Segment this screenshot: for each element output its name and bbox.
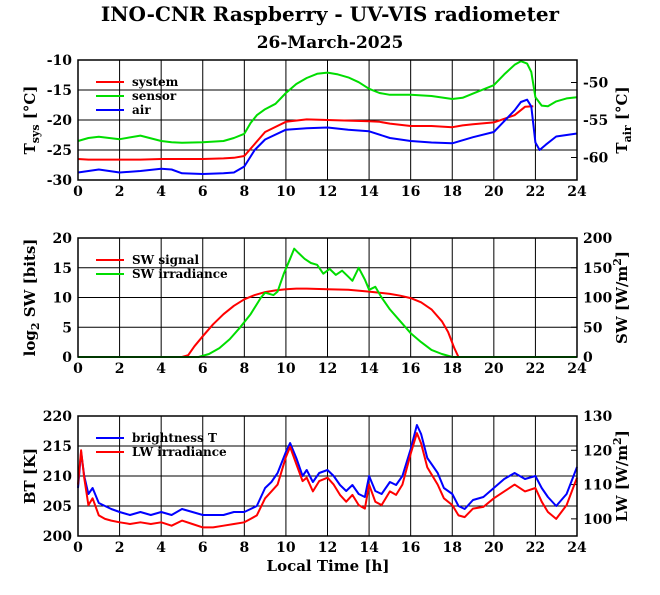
series-line-air	[77, 98, 578, 175]
x-tick-label: 8	[239, 184, 249, 200]
y-tick-label: 10	[53, 291, 73, 307]
y-axis-label: log2 SW [bits]	[21, 239, 42, 357]
y-axis-label: BT [K]	[21, 448, 39, 504]
x-tick-label: 16	[401, 540, 420, 556]
x-tick-label: 0	[73, 184, 83, 200]
y2-tick-label: -60	[583, 151, 609, 167]
x-tick-label: 14	[359, 361, 379, 377]
series-line-lw-irradiance	[77, 432, 578, 529]
y2-tick-label: 120	[583, 443, 612, 459]
y2-tick-label: -50	[583, 76, 609, 92]
y-tick-label: 215	[43, 439, 72, 455]
x-tick-label: 18	[443, 540, 462, 556]
plot-frame	[77, 237, 578, 358]
x-tick-label: 10	[276, 184, 296, 200]
series-line-sensor	[77, 60, 578, 144]
y-tick-label: 5	[62, 320, 72, 336]
x-tick-label: 20	[484, 361, 504, 377]
y2-tick-label: 50	[583, 320, 603, 336]
x-tick-label: 14	[359, 540, 379, 556]
x-tick-label: 10	[276, 540, 296, 556]
x-tick-label: 2	[115, 361, 125, 377]
y-tick-label: 205	[43, 499, 72, 515]
y2-axis-label: Tair [°C]	[613, 86, 634, 153]
x-tick-label: 20	[484, 184, 504, 200]
legend-entry: LW irradiance	[132, 445, 227, 459]
x-tick-label: 22	[526, 184, 545, 200]
x-tick-label: 22	[526, 361, 545, 377]
y2-tick-label: 100	[583, 291, 612, 307]
x-tick-label: 22	[526, 540, 545, 556]
y-tick-label: 20	[53, 231, 73, 247]
panel-shortwave: 0 2 4 6 8 10 12 14 16 18 20 22 240510152005010015020…	[21, 231, 631, 377]
x-tick-label: 12	[318, 540, 337, 556]
y-tick-label: 210	[43, 469, 72, 485]
series-line-brightness-t	[77, 424, 578, 516]
x-tick-label: 18	[443, 184, 462, 200]
x-tick-label: 10	[276, 361, 296, 377]
x-tick-label: 20	[484, 540, 504, 556]
figure-title: INO-CNR Raspberry - UV-VIS radiometer	[101, 2, 560, 26]
plot-frame	[77, 59, 578, 181]
y-axis-label: Tsys [°C]	[21, 86, 42, 155]
x-tick-label: 24	[567, 184, 587, 200]
y-tick-label: -15	[47, 83, 72, 99]
chart-panels: 0 2 4 6 8 10 12 14 16 18 20 22 24-10-15-20-25-30-50-…	[21, 53, 634, 556]
x-tick-label: 18	[443, 361, 462, 377]
series-line-sw-signal	[78, 287, 577, 358]
x-tick-label: 6	[198, 184, 208, 200]
legend-entry: SW signal	[132, 253, 200, 267]
plot-frame	[77, 415, 578, 537]
y2-tick-label: 100	[583, 512, 612, 528]
y2-tick-label: 150	[583, 261, 612, 277]
x-tick-label: 4	[156, 361, 166, 377]
x-tick-label: 0	[73, 540, 83, 556]
panel-longwave: 0 2 4 6 8 10 12 14 16 18 20 22 242002052102152201001…	[21, 409, 631, 556]
x-tick-label: 12	[318, 361, 337, 377]
y-tick-label: 15	[53, 261, 72, 277]
x-tick-label: 12	[318, 184, 337, 200]
y-tick-label: -30	[47, 173, 73, 189]
legend-entry: air	[132, 103, 151, 117]
x-tick-label: 24	[567, 540, 587, 556]
x-tick-label: 16	[401, 184, 420, 200]
y-tick-label: -20	[47, 113, 73, 129]
y2-tick-label: 0	[583, 350, 593, 366]
y2-tick-label: 110	[583, 478, 612, 494]
figure-subtitle: 26-March-2025	[257, 33, 404, 53]
y-tick-label: 200	[43, 529, 72, 545]
series-line-system	[77, 105, 534, 161]
legend-entry: brightness T	[132, 431, 217, 445]
x-tick-label: 4	[156, 184, 166, 200]
y2-axis-label: SW [W/m2]	[611, 251, 631, 344]
x-tick-label: 6	[198, 540, 208, 556]
y2-tick-label: 200	[583, 231, 612, 247]
x-tick-label: 16	[401, 361, 420, 377]
x-tick-label: 2	[115, 540, 125, 556]
panel-temperatures: 0 2 4 6 8 10 12 14 16 18 20 22 24-10-15-20-25-30-50-…	[21, 53, 634, 200]
x-tick-label: 8	[239, 361, 249, 377]
x-tick-label: 24	[567, 361, 587, 377]
legend-entry: system	[132, 75, 179, 89]
x-tick-label: 2	[115, 184, 125, 200]
x-tick-label: 8	[239, 540, 249, 556]
legend-entry: sensor	[132, 89, 177, 103]
y2-tick-label: -55	[583, 113, 608, 129]
series-line-sw-irradiance	[78, 247, 577, 358]
y-tick-label: 0	[62, 350, 72, 366]
x-tick-label: 0	[73, 361, 83, 377]
x-tick-label: 14	[359, 184, 379, 200]
x-tick-label: 6	[198, 361, 208, 377]
x-tick-label: 4	[156, 540, 166, 556]
y2-axis-label: LW [W/m2]	[611, 430, 631, 522]
legend-entry: SW irradiance	[132, 267, 228, 281]
x-axis-label: Local Time [h]	[267, 557, 390, 575]
y-tick-label: -10	[47, 53, 73, 69]
y-tick-label: 220	[43, 409, 72, 425]
y-tick-label: -25	[47, 143, 72, 159]
y2-tick-label: 130	[583, 409, 612, 425]
